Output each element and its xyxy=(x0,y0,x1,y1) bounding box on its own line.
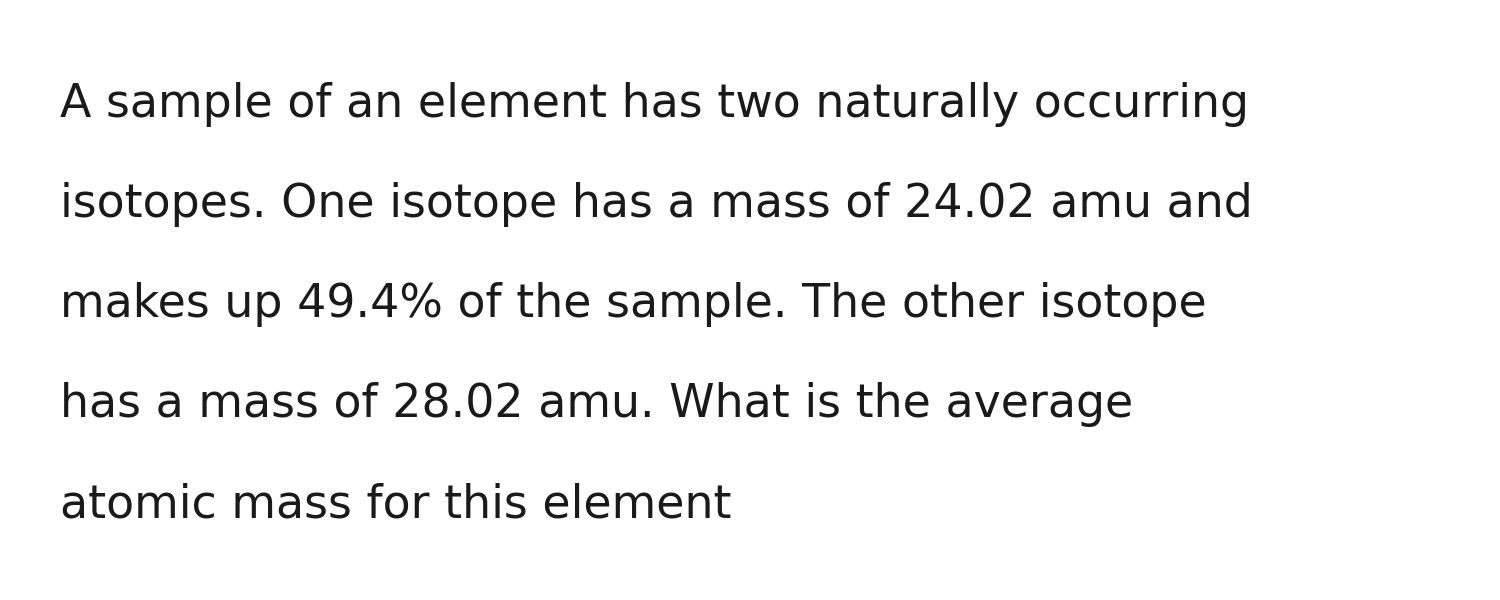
Text: has a mass of 28.02 amu. What is the average: has a mass of 28.02 amu. What is the ave… xyxy=(60,382,1134,427)
Text: atomic mass for this element: atomic mass for this element xyxy=(60,482,732,527)
Text: A sample of an element has two naturally occurring: A sample of an element has two naturally… xyxy=(60,82,1250,127)
Text: makes up 49.4% of the sample. The other isotope: makes up 49.4% of the sample. The other … xyxy=(60,282,1206,327)
Text: isotopes. One isotope has a mass of 24.02 amu and: isotopes. One isotope has a mass of 24.0… xyxy=(60,182,1252,227)
